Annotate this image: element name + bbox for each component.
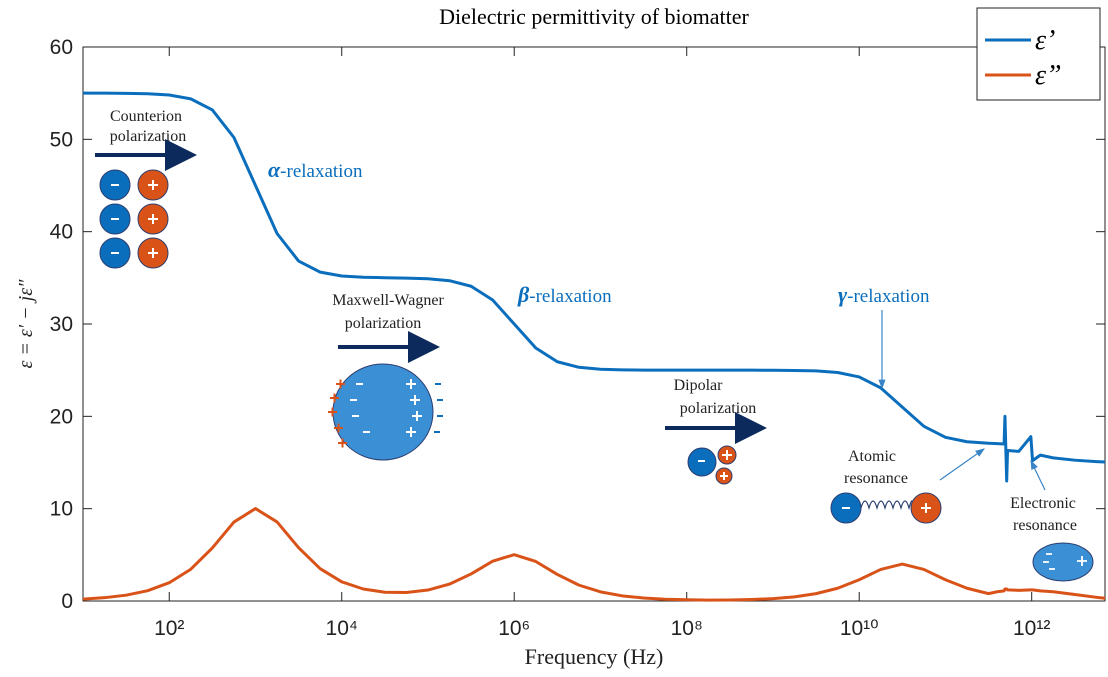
series-line (82, 507, 1106, 602)
annotation-line: Atomic (848, 448, 896, 465)
annotation-symbol: γ (838, 282, 848, 307)
atomic-icon (830, 492, 942, 524)
annotation: Maxwell-Wagner polarization (332, 292, 448, 332)
annotation: Dipolar polarization (674, 377, 757, 417)
x-axis-label: Frequency (Hz) (525, 644, 664, 669)
annotation-text: -relaxation (280, 161, 363, 182)
legend-label: ε’ (1035, 25, 1055, 56)
y-tick-label: 0 (61, 590, 73, 613)
x-tick-label: 10¹⁰ (840, 617, 879, 640)
annotation-line: polarization (345, 315, 421, 332)
plot-frame (82, 46, 1106, 602)
annotation: Counterion polarization (110, 108, 186, 145)
y-tick-label: 40 (50, 221, 73, 244)
annotation: γ-relaxation (838, 282, 930, 307)
dipole-icon (687, 445, 737, 485)
y-tick-label: 20 (50, 405, 73, 428)
annotation-line: Dipolar (674, 377, 724, 394)
plot-area: 0 10 20 30 40 50 60 10² 10⁴ 10⁶ 10⁸ 10¹⁰ 10¹² (50, 36, 1106, 640)
maxwell-wagner-icon (328, 363, 443, 461)
legend-label: ε” (1035, 60, 1062, 91)
annotation-line: polarization (680, 400, 756, 417)
y-tick-label: 50 (50, 128, 73, 151)
x-tick-label: 10⁴ (326, 617, 358, 640)
annotation-symbol: β (517, 282, 530, 307)
annotation-line: polarization (110, 128, 186, 145)
x-tick-label: 10⁸ (671, 617, 703, 640)
annotation: Atomic resonance (844, 448, 908, 487)
y-tick-label: 30 (50, 313, 73, 336)
electronic-icon (1032, 542, 1094, 582)
x-tick-label: 10⁶ (498, 617, 530, 640)
legend-box (976, 7, 1101, 101)
annotation: β-relaxation (517, 282, 612, 307)
annotation-symbol: α (268, 157, 281, 182)
pointer-arrows (878, 310, 1046, 491)
annotation: Electronic resonance (1010, 495, 1080, 534)
annotation-line: Counterion (110, 108, 182, 125)
annotation-text: -relaxation (847, 286, 930, 307)
y-tick-label: 60 (50, 36, 73, 59)
y-axis-label: ε = ε′ − jε″ (15, 279, 37, 369)
x-tick-label: 10² (154, 617, 184, 640)
annotation-text: -relaxation (529, 286, 612, 307)
y-tick-label: 10 (50, 498, 73, 521)
annotation: α-relaxation (268, 157, 363, 182)
annotation-line: Electronic (1010, 495, 1076, 512)
series-line (83, 91, 1106, 483)
legend: ε’ ε” (985, 25, 1062, 91)
counterion-icon (99, 169, 169, 269)
arrows (95, 139, 767, 444)
chart-title: Dielectric permittivity of biomatter (439, 4, 749, 29)
annotation-line: resonance (844, 470, 908, 487)
annotation-line: resonance (1013, 517, 1077, 534)
annotation-line: Maxwell-Wagner (332, 292, 444, 309)
x-tick-label: 10¹² (1013, 617, 1050, 640)
